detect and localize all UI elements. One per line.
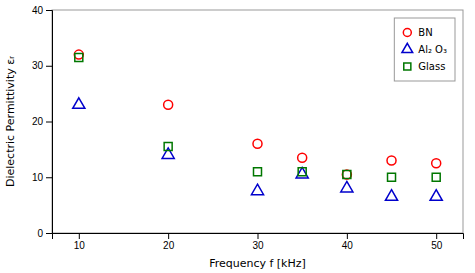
legend-label: BN bbox=[418, 27, 432, 38]
tick: 30 bbox=[32, 60, 52, 71]
tick-mark bbox=[46, 122, 52, 123]
point bbox=[298, 153, 307, 162]
plot-frame bbox=[52, 10, 463, 233]
tick-label: 30 bbox=[32, 60, 44, 71]
tick-label: 50 bbox=[431, 240, 443, 251]
legend-symbol bbox=[402, 43, 413, 52]
point bbox=[385, 190, 397, 201]
point bbox=[298, 168, 306, 176]
tick: 50 bbox=[431, 233, 443, 251]
legend-label: Glass bbox=[418, 61, 445, 72]
tick-mark bbox=[46, 177, 52, 178]
tick-mark bbox=[436, 233, 437, 239]
x-axis-line bbox=[53, 234, 464, 240]
tick-mark bbox=[347, 233, 348, 239]
tick-label: 10 bbox=[32, 172, 44, 183]
x-axis-title: Frequency f [kHz] bbox=[209, 257, 306, 270]
tick: 20 bbox=[163, 233, 175, 251]
point bbox=[164, 143, 172, 151]
point bbox=[432, 159, 441, 168]
point bbox=[73, 98, 85, 109]
point bbox=[387, 156, 396, 165]
legend-box bbox=[394, 18, 455, 81]
legend-label: Al₂ O₃ bbox=[418, 44, 447, 55]
chart: 10 20 30 40 50 0 10 20 30 40 BN Al₂ O₃ Glass Frequenc… bbox=[0, 0, 475, 273]
tick: 10 bbox=[32, 172, 52, 183]
point bbox=[164, 100, 173, 109]
tick-mark bbox=[79, 233, 80, 239]
tick-mark bbox=[46, 10, 52, 11]
tick-label: 40 bbox=[32, 5, 44, 16]
series bbox=[74, 50, 440, 179]
point bbox=[341, 181, 353, 192]
tick-label: 20 bbox=[32, 116, 44, 127]
series bbox=[75, 53, 440, 181]
point bbox=[430, 190, 442, 201]
point bbox=[432, 173, 440, 181]
point bbox=[251, 184, 263, 195]
series bbox=[73, 98, 443, 201]
legend: BN Al₂ O₃ Glass bbox=[394, 18, 455, 81]
point bbox=[74, 50, 83, 59]
point bbox=[75, 53, 83, 61]
point bbox=[342, 170, 351, 179]
tick-mark bbox=[46, 233, 52, 234]
point bbox=[388, 173, 396, 181]
tick-mark bbox=[258, 233, 259, 239]
x-axis: 10 20 30 40 50 bbox=[53, 233, 464, 251]
tick-label: 30 bbox=[252, 240, 264, 251]
legend-symbol bbox=[403, 29, 411, 37]
tick: 40 bbox=[342, 233, 354, 251]
y-axis: 0 10 20 30 40 bbox=[32, 5, 53, 239]
tick: 40 bbox=[32, 5, 52, 16]
tick-mark bbox=[168, 233, 169, 239]
tick-mark bbox=[46, 66, 52, 67]
point bbox=[343, 170, 351, 178]
y-axis-line bbox=[46, 11, 53, 234]
point bbox=[296, 167, 308, 178]
tick-label: 10 bbox=[74, 240, 86, 251]
tick-label: 0 bbox=[37, 228, 43, 239]
tick: 0 bbox=[37, 228, 52, 239]
points bbox=[73, 50, 443, 200]
tick-label: 20 bbox=[163, 240, 175, 251]
tick: 30 bbox=[252, 233, 264, 251]
y-axis-title: Dielectric Permittivity εᵣ bbox=[4, 56, 17, 187]
tick: 10 bbox=[74, 233, 86, 251]
legend-symbol bbox=[404, 63, 411, 70]
tick: 20 bbox=[32, 116, 52, 127]
plot: 10 20 30 40 50 0 10 20 30 40 BN Al₂ O₃ Glass bbox=[32, 5, 464, 251]
point bbox=[253, 139, 262, 148]
tick-label: 40 bbox=[342, 240, 354, 251]
point bbox=[254, 168, 262, 176]
